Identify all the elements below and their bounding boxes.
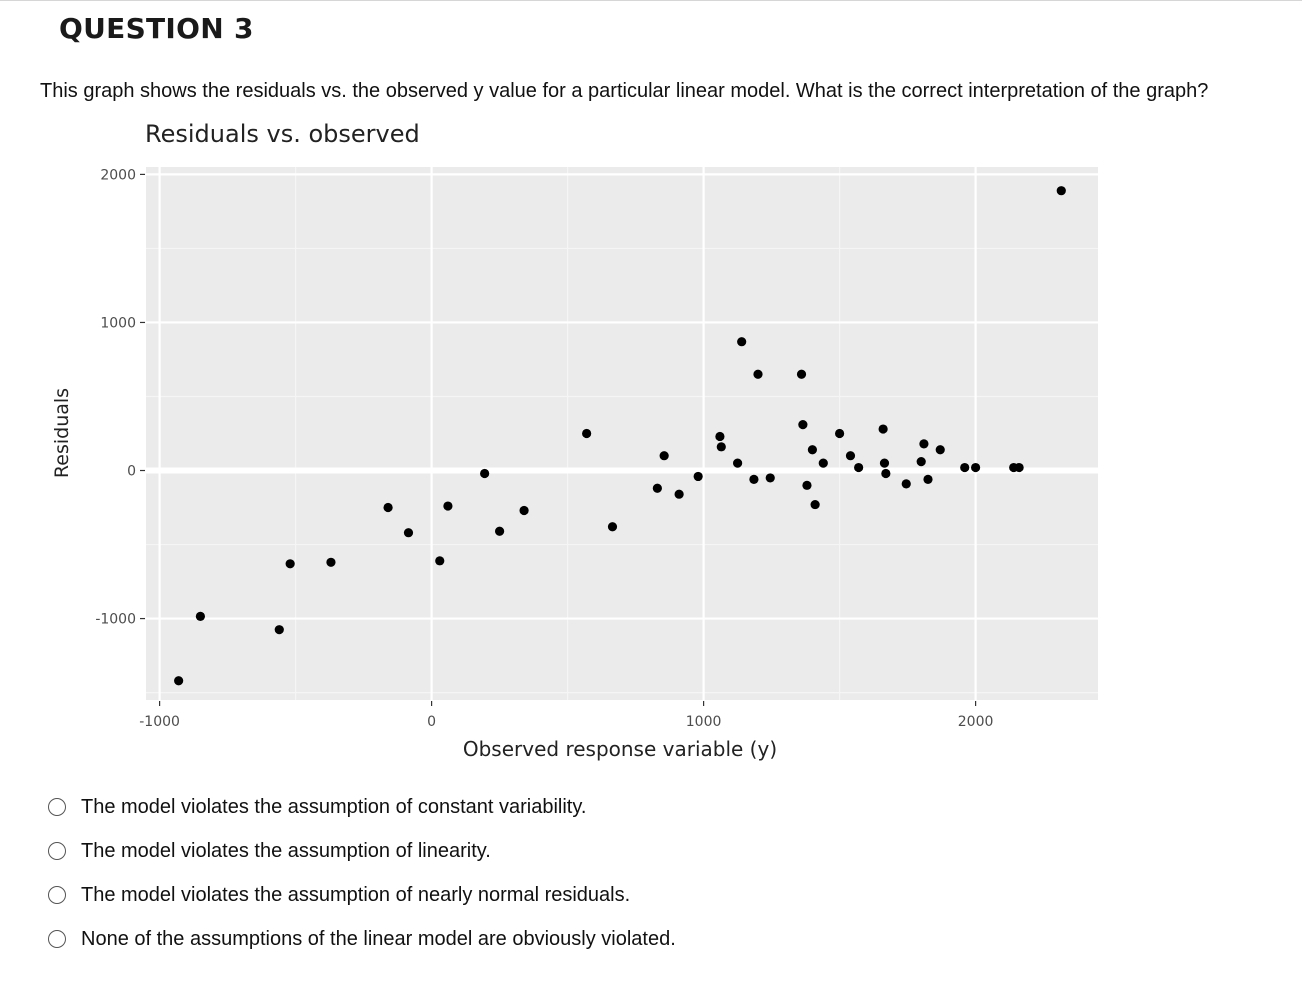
radio-button[interactable] [48,798,66,816]
data-point [733,458,743,468]
data-point [403,528,414,538]
data-point [1056,186,1066,196]
answer-option-label: The model violates the assumption of con… [81,795,587,818]
data-point [878,424,888,434]
data-point [807,445,818,455]
data-point [285,559,295,569]
minor-gridlines [146,167,1098,700]
y-tick-label: 0 [127,464,136,480]
y-axis: -1000 0 1000 2000 [95,167,145,628]
data-point [923,474,933,484]
radio-button[interactable] [48,842,66,860]
data-point [195,611,205,621]
data-point [716,442,726,452]
data-point [879,458,890,468]
data-point [480,468,490,479]
data-point [802,480,812,490]
data-point [854,462,864,473]
y-axis-label: Residuals [51,388,73,478]
answer-option-label: None of the assumptions of the linear mo… [81,927,676,950]
data-point [652,483,662,493]
data-point [749,474,759,484]
x-tick-label: 2000 [958,714,994,730]
data-point [443,501,453,511]
x-tick-label: 1000 [686,714,722,730]
data-point [693,471,703,482]
data-point [960,462,970,473]
radio-button[interactable] [48,886,66,904]
answer-option-2[interactable]: The model violates the assumption of lin… [48,829,676,873]
data-point [674,489,684,499]
data-point [274,625,284,635]
plot-panel [146,167,1098,700]
data-point [737,337,747,347]
data-points [174,186,1066,686]
question-text: This graph shows the residuals vs. the o… [40,80,1209,102]
data-point [919,439,929,449]
answer-options: The model violates the assumption of con… [48,785,676,961]
data-point [519,505,529,516]
data-point [326,557,336,567]
answer-option-label: The model violates the assumption of nea… [81,883,631,906]
answer-option-label: The model violates the assumption of lin… [81,839,491,862]
data-point [765,473,775,483]
y-tick-label: 2000 [100,167,136,183]
data-point [845,451,856,461]
residuals-plot: -1000 0 1000 2000 -1000 0 1000 2000 Observed r… [51,167,1098,761]
radio-button[interactable] [48,930,66,948]
data-point [881,468,891,479]
data-point [798,420,808,430]
x-axis: -1000 0 1000 2000 [139,701,993,730]
data-point [818,458,828,468]
answer-option-4[interactable]: None of the assumptions of the linear mo… [48,917,676,961]
data-point [1014,462,1024,473]
data-point [383,502,393,513]
data-point [810,499,820,510]
question-title: QUESTION 3 [59,12,254,45]
data-point [753,369,763,379]
data-point [582,428,592,439]
chart-title: Residuals vs. observed [145,120,420,148]
y-tick-label: 1000 [100,315,136,331]
x-axis-label: Observed response variable (y) [463,737,777,761]
y-tick-label: -1000 [95,612,136,628]
data-point [935,445,945,455]
answer-option-1[interactable]: The model violates the assumption of con… [48,785,676,829]
data-point [796,369,807,379]
data-point [174,676,184,686]
data-point [916,457,926,467]
data-point [835,428,845,439]
x-tick-label: 0 [427,714,436,730]
top-divider [0,0,1302,1]
data-point [659,451,669,461]
data-point [495,526,505,536]
data-point [607,522,618,532]
x-tick-label: -1000 [139,714,180,730]
answer-option-3[interactable]: The model violates the assumption of nea… [48,873,676,917]
data-point [901,479,911,489]
data-point [971,462,981,473]
data-point [715,431,725,442]
data-point [435,556,445,566]
